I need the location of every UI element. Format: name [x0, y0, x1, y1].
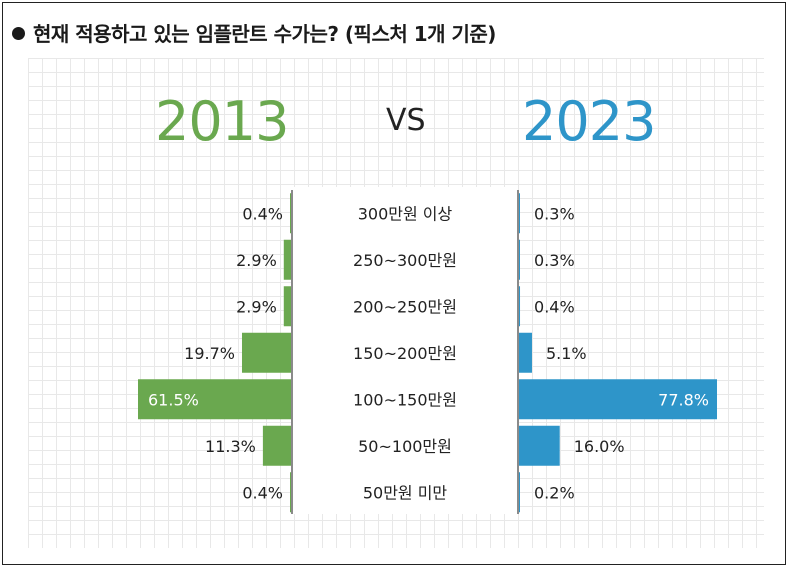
category-label: 50만원 미만: [363, 483, 448, 502]
bar-2013: [138, 379, 291, 420]
value-label-2023: 0.4%: [534, 297, 575, 316]
bar-2013: [241, 332, 291, 373]
bar-2013: [290, 472, 291, 513]
value-label-2023: 77.8%: [658, 390, 709, 409]
bar-2013: [262, 425, 291, 466]
bar-2023: [519, 425, 560, 466]
value-label-2013: 61.5%: [148, 390, 199, 409]
value-label-2013: 2.9%: [236, 297, 277, 316]
bar-2023: [519, 332, 532, 373]
category-panel: [293, 187, 517, 514]
year-2013-label: 2013: [155, 90, 289, 153]
bar-2013: [283, 239, 291, 280]
category-label: 250~300만원: [353, 251, 457, 270]
chart-title-row: 현재 적용하고 있는 임플란트 수가는? (픽스처 1개 기준): [12, 18, 496, 47]
value-label-2013: 19.7%: [184, 344, 235, 363]
value-label-2013: 0.4%: [242, 204, 283, 223]
left-axis-line: [291, 190, 293, 514]
value-label-2013: 0.4%: [242, 483, 283, 502]
bar-2023: [519, 239, 520, 280]
year-2023-label: 2023: [522, 90, 656, 153]
value-label-2013: 2.9%: [236, 251, 277, 270]
value-label-2023: 0.3%: [534, 251, 575, 270]
value-label-2023: 0.3%: [534, 204, 575, 223]
category-label: 150~200만원: [353, 344, 457, 363]
bar-2013: [283, 286, 291, 327]
bullet-icon: [12, 27, 25, 40]
bar-2013: [290, 193, 291, 234]
value-label-2013: 11.3%: [205, 437, 256, 456]
value-label-2023: 16.0%: [574, 437, 625, 456]
category-label: 50~100만원: [358, 437, 452, 456]
chart-title: 현재 적용하고 있는 임플란트 수가는? (픽스처 1개 기준): [33, 22, 496, 46]
bar-2023: [519, 379, 717, 420]
bar-2023: [519, 472, 520, 513]
vs-label: VS: [386, 103, 426, 138]
grid-background: [28, 58, 764, 548]
bar-2023: [519, 286, 521, 327]
right-axis-line: [517, 190, 519, 514]
bar-2023: [519, 193, 520, 234]
value-label-2023: 0.2%: [534, 483, 575, 502]
category-label: 200~250만원: [353, 297, 457, 316]
value-label-2023: 5.1%: [546, 344, 587, 363]
category-label: 100~150만원: [353, 390, 457, 409]
category-label: 300만원 이상: [358, 204, 453, 223]
